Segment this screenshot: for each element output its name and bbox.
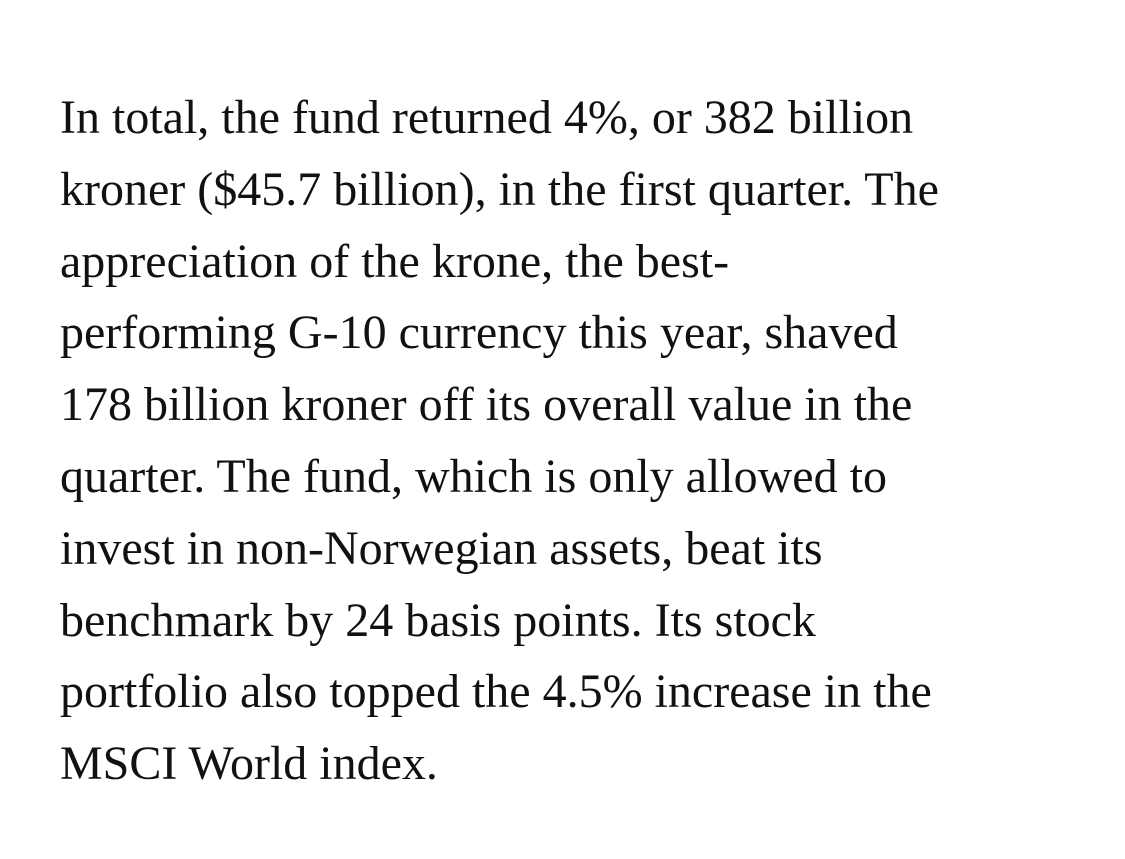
text-line: kroner ($45.7 billion), in the first qua… [60,162,939,216]
text-line: MSCI World index. [60,737,438,791]
text-line: portfolio also topped the 4.5% increase … [60,665,932,719]
text-line: 178 billion kroner off its overall value… [60,378,913,432]
text-line: appreciation of the krone, the best- [60,234,730,288]
text-line: quarter. The fund, which is only allowed… [60,449,887,503]
text-line: performing G-10 currency this year, shav… [60,306,898,360]
text-line: benchmark by 24 basis points. Its stock [60,593,816,647]
text-line: In total, the fund returned 4%, or 382 b… [60,91,914,144]
article-paragraph: In total, the fund returned 4%, or 382 b… [60,82,1100,800]
text-line: invest in non-Norwegian assets, beat its [60,521,823,575]
